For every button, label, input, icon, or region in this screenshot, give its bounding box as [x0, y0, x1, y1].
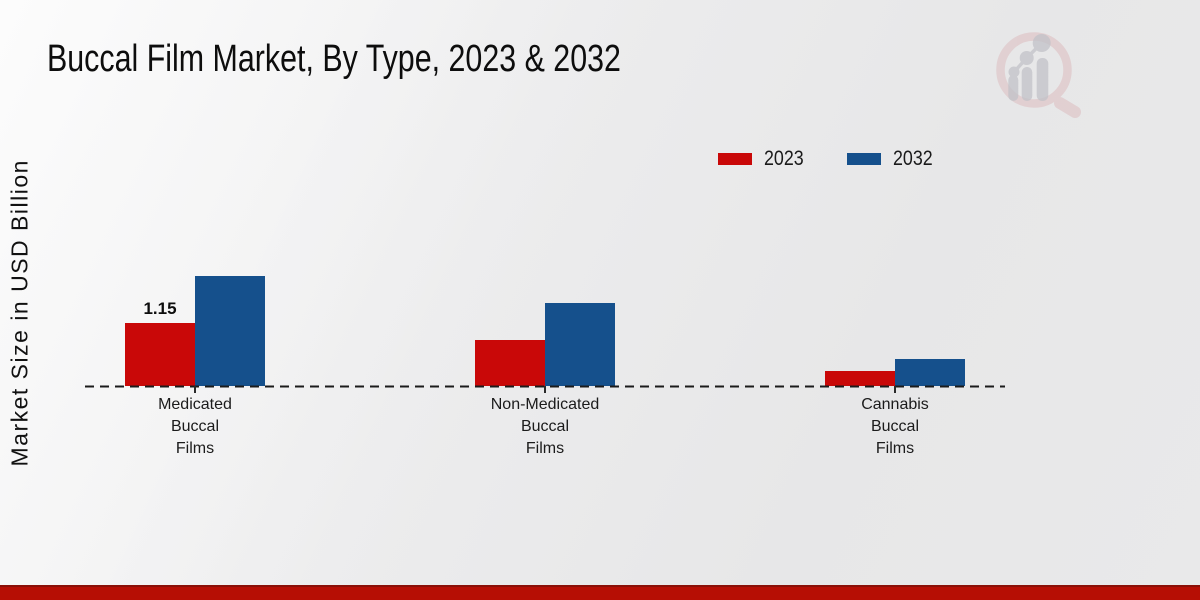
- legend-label: 2032: [892, 147, 933, 170]
- category-label-non-medicated-buccal-films: Non-Medicated Buccal Films: [445, 394, 645, 460]
- bar-2023-cannabis-buccal-films: [825, 371, 895, 386]
- category-label-line: Medicated: [158, 396, 232, 413]
- axis-tick: [194, 386, 196, 393]
- bar-2032-cannabis-buccal-films: [895, 359, 965, 386]
- category-label-line: Buccal: [870, 418, 920, 435]
- bar-2023-non-medicated-buccal-films: [475, 340, 545, 386]
- category-label-line: Cannabis: [861, 396, 929, 413]
- legend: 2023 2032: [718, 147, 939, 171]
- category-label-line: Films: [525, 440, 565, 457]
- category-label-line: Non-Medicated: [490, 396, 600, 413]
- category-label-line: Films: [875, 440, 915, 457]
- footer-accent-bar: [0, 585, 1200, 600]
- bar-2023-medicated-buccal-films: [125, 323, 195, 386]
- axis-tick: [544, 386, 546, 393]
- legend-swatch-2032: [846, 153, 881, 165]
- category-label-cannabis-buccal-films: Cannabis Buccal Films: [795, 394, 995, 460]
- legend-item-2023: 2023: [718, 147, 811, 171]
- x-axis-baseline: [85, 385, 1005, 388]
- magnifier-chart-logo-icon: [996, 32, 1081, 118]
- legend-label: 2023: [764, 147, 804, 170]
- legend-swatch-2023: [718, 153, 752, 165]
- category-label-medicated-buccal-films: Medicated Buccal Films: [95, 394, 295, 460]
- axis-tick: [894, 386, 896, 393]
- category-label-line: Buccal: [520, 418, 570, 435]
- category-label-line: Buccal: [170, 418, 220, 435]
- legend-item-2032: 2032: [846, 147, 940, 171]
- chart-title: Buccal Film Market, By Type, 2023 & 2032: [47, 38, 621, 80]
- bar-2032-medicated-buccal-films: [195, 276, 265, 386]
- category-label-line: Films: [175, 440, 215, 457]
- bar-value-label: 1.15: [143, 299, 177, 318]
- bar-2032-non-medicated-buccal-films: [545, 303, 615, 386]
